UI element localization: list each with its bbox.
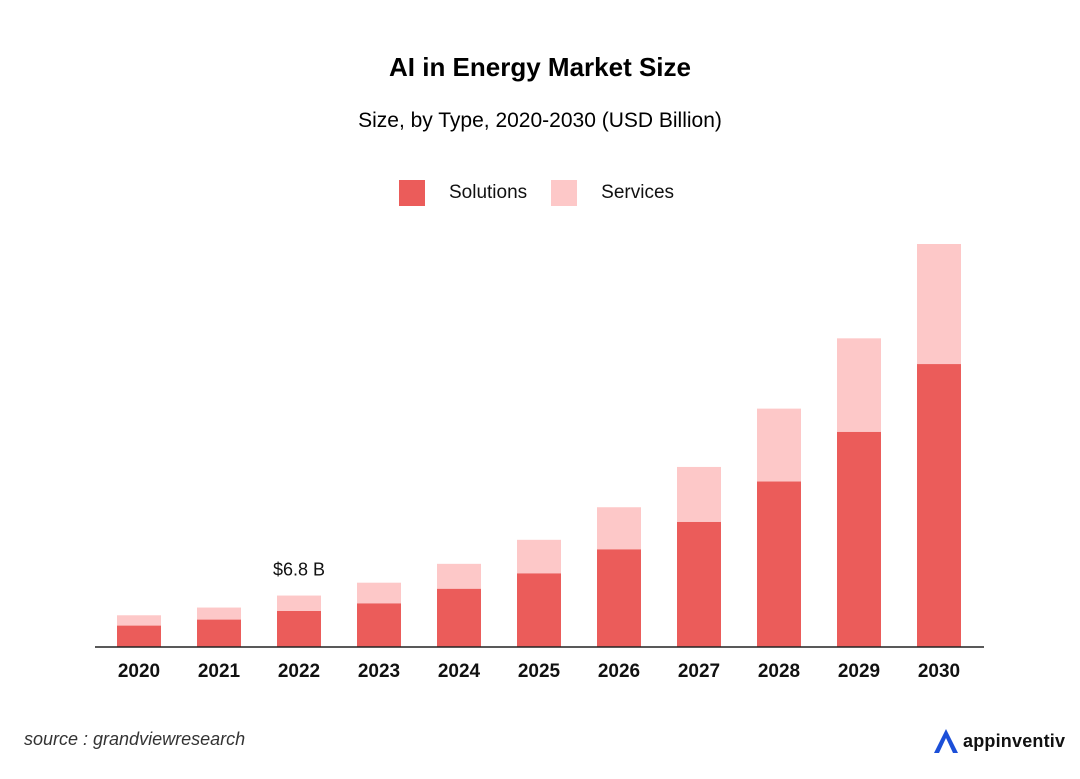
bar-services-2027 bbox=[677, 466, 721, 522]
x-tick-label-2029: 2029 bbox=[838, 661, 880, 682]
bar-solutions-2024 bbox=[437, 588, 481, 647]
x-tick-label-2026: 2026 bbox=[598, 661, 640, 682]
bar-solutions-2022 bbox=[277, 610, 321, 647]
legend-swatch-services bbox=[551, 180, 578, 206]
bar-solutions-2020 bbox=[117, 625, 161, 647]
bar-services-2024 bbox=[437, 563, 481, 589]
x-tick-label-2021: 2021 bbox=[198, 661, 241, 682]
bar-services-2026 bbox=[597, 507, 641, 550]
bar-solutions-2027 bbox=[677, 521, 721, 647]
bar-services-2020 bbox=[117, 615, 161, 626]
bar-services-2022 bbox=[277, 595, 321, 611]
x-tick-label-2028: 2028 bbox=[758, 661, 800, 682]
bar-solutions-2025 bbox=[517, 573, 561, 647]
bar-services-2023 bbox=[357, 582, 401, 604]
x-tick-label-2020: 2020 bbox=[118, 661, 160, 682]
legend-label-solutions: Solutions bbox=[449, 182, 528, 203]
brand-name: appinventiv bbox=[963, 730, 1066, 751]
bar-solutions-2030 bbox=[917, 364, 961, 647]
bar-solutions-2029 bbox=[837, 431, 881, 647]
bar-solutions-2023 bbox=[357, 603, 401, 647]
data-label-2022: $6.8 B bbox=[273, 560, 325, 580]
bar-solutions-2028 bbox=[757, 481, 801, 647]
x-tick-label-2025: 2025 bbox=[518, 661, 561, 682]
chart-title: AI in Energy Market Size bbox=[389, 52, 691, 82]
bar-solutions-2021 bbox=[197, 619, 241, 647]
bar-services-2030 bbox=[917, 244, 961, 365]
appinventiv-logo-icon bbox=[934, 729, 958, 753]
bar-solutions-2026 bbox=[597, 549, 641, 647]
x-tick-label-2027: 2027 bbox=[678, 661, 720, 682]
legend-label-services: Services bbox=[601, 182, 675, 203]
x-tick-label-2024: 2024 bbox=[438, 661, 481, 682]
legend: Solutions Services bbox=[399, 180, 674, 206]
chart-subtitle: Size, by Type, 2020-2030 (USD Billion) bbox=[358, 109, 722, 132]
legend-swatch-solutions bbox=[399, 180, 425, 206]
bar-services-2028 bbox=[757, 408, 801, 482]
bar-services-2029 bbox=[837, 338, 881, 432]
bar-services-2025 bbox=[517, 539, 561, 574]
source-note: source : grandviewresearch bbox=[24, 729, 246, 749]
x-tick-label-2030: 2030 bbox=[918, 661, 960, 682]
x-tick-label-2023: 2023 bbox=[358, 661, 400, 682]
legend-item-services: Services bbox=[551, 180, 674, 206]
bar-services-2021 bbox=[197, 607, 241, 620]
brand-logo: appinventiv bbox=[932, 726, 1065, 756]
x-tick-label-2022: 2022 bbox=[278, 661, 320, 682]
legend-item-solutions: Solutions bbox=[399, 180, 527, 206]
